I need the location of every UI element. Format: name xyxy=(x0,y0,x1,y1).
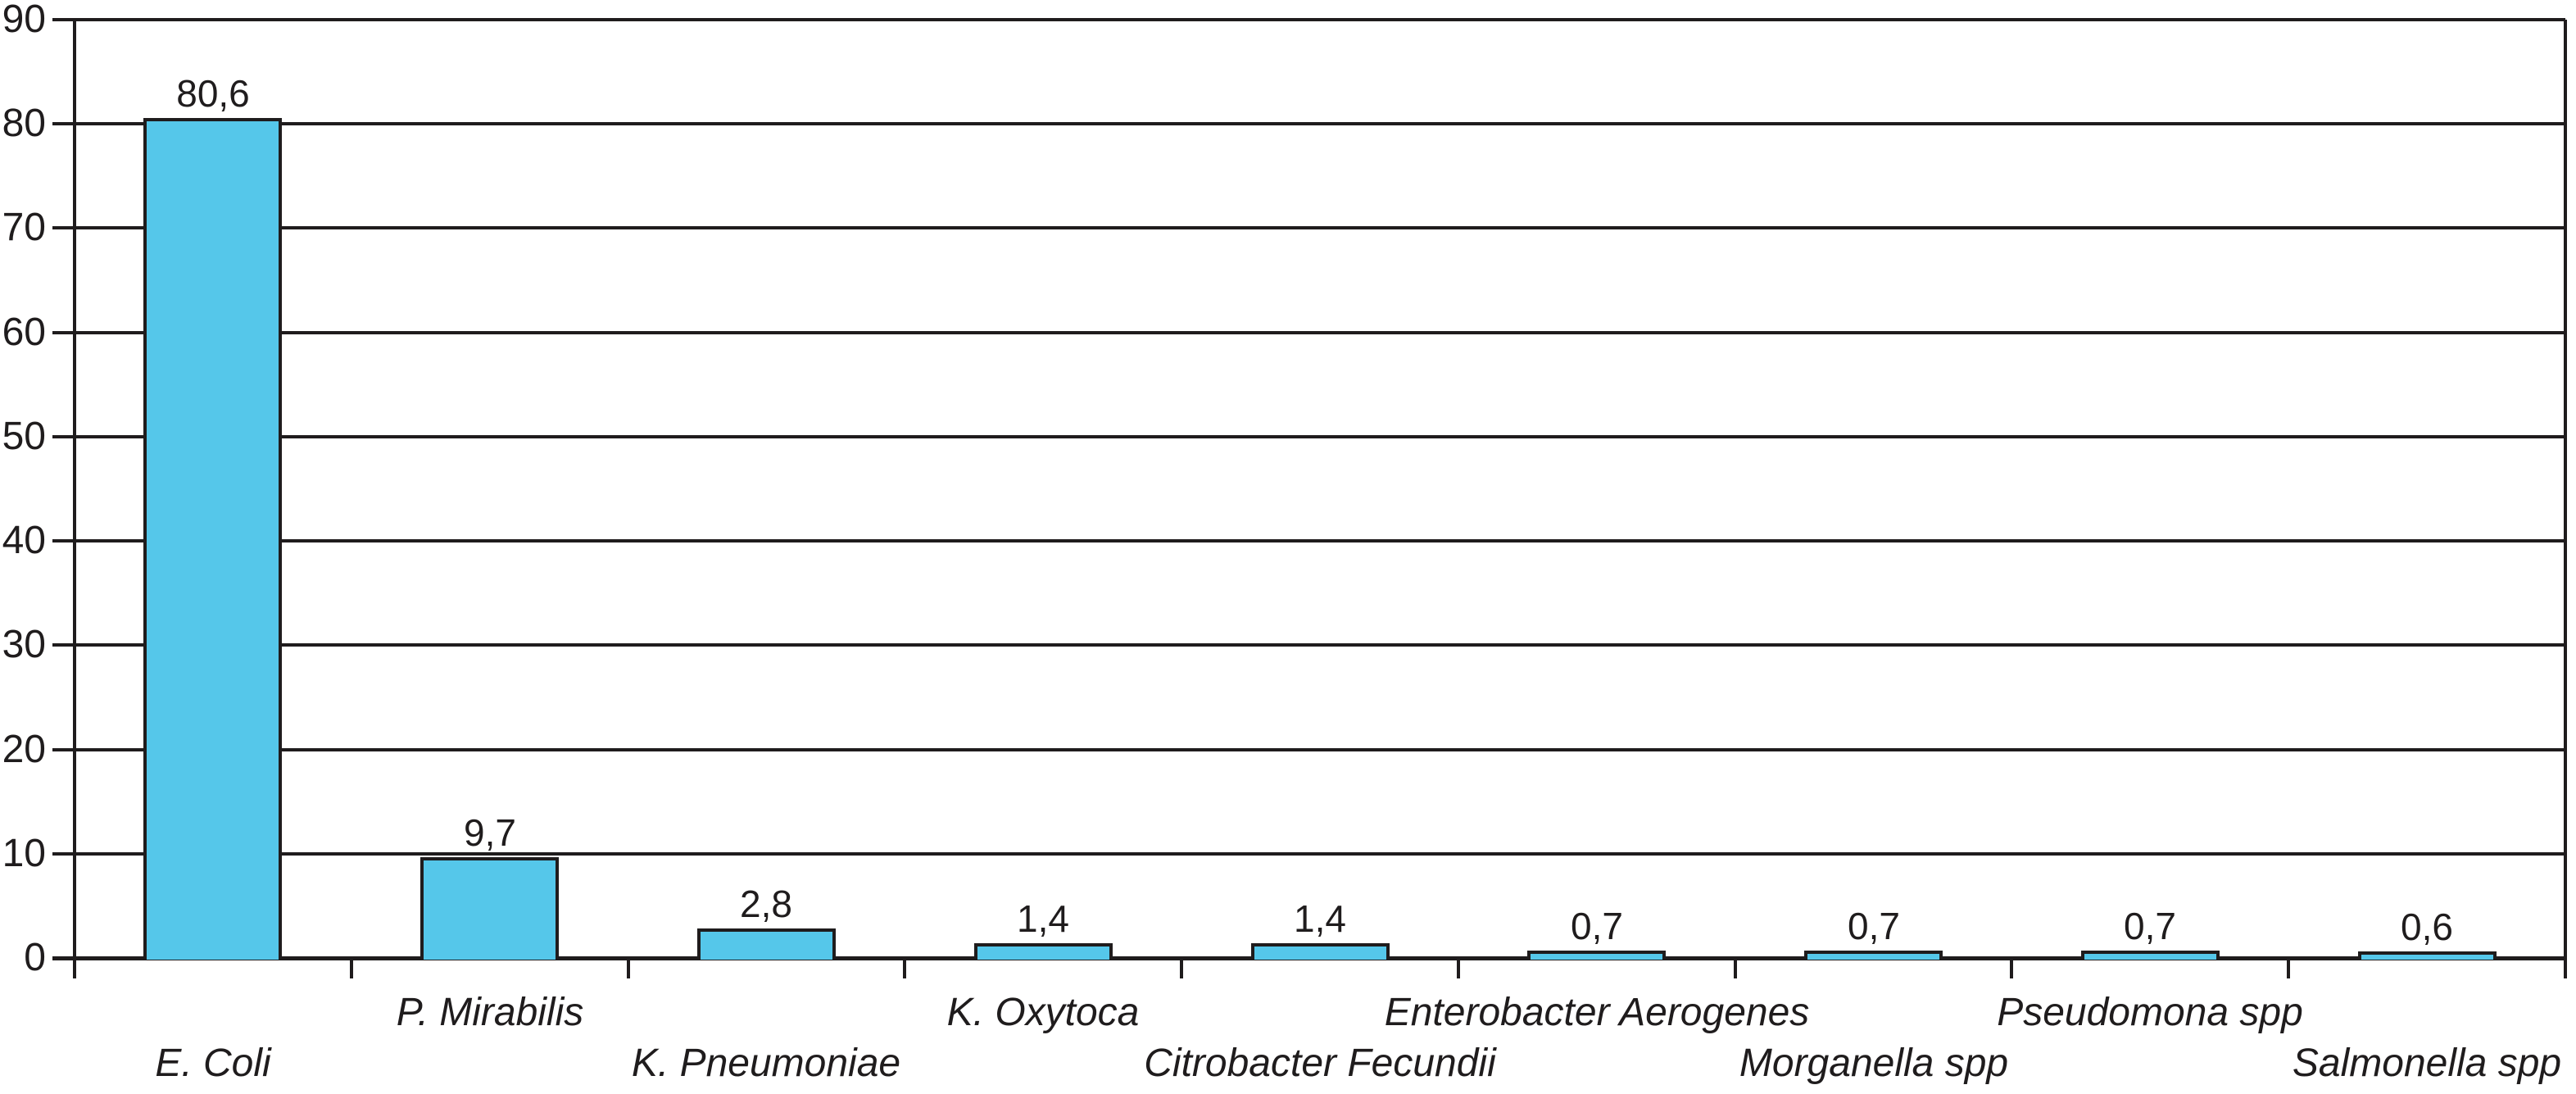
y-axis-tick-label: 30 xyxy=(2,623,46,666)
bar-value-label: 1,4 xyxy=(1294,897,1346,940)
bar-value-label: 0,7 xyxy=(2124,904,2176,947)
y-axis-tick-label: 70 xyxy=(2,206,46,249)
y-axis-tick-label: 10 xyxy=(2,832,46,875)
plot-right-border xyxy=(2564,20,2567,978)
bar-e-coli xyxy=(143,118,282,960)
bar-salmonella-spp xyxy=(2358,951,2497,960)
y-axis-tick-label: 50 xyxy=(2,415,46,458)
category-label-e-coli: E. Coli xyxy=(155,1042,271,1085)
category-label-enterobacter-aerogenes: Enterobacter Aerogenes xyxy=(1384,991,1810,1034)
bar-k-pneumoniae xyxy=(697,928,836,960)
bar-k-oxytoca xyxy=(974,943,1113,960)
bar-value-label: 80,6 xyxy=(176,71,250,115)
x-axis-tick xyxy=(2010,960,2013,978)
bar-pseudomona-spp xyxy=(2081,951,2220,960)
bar-value-label: 0,7 xyxy=(1848,904,1900,947)
y-axis-tick-label: 60 xyxy=(2,311,46,354)
category-label-k-oxytoca: K. Oxytoca xyxy=(946,991,1140,1034)
category-label-morganella-spp: Morganella spp xyxy=(1739,1042,2009,1085)
bar-value-label: 9,7 xyxy=(464,810,516,854)
y-axis-tick-label: 80 xyxy=(2,102,46,145)
y-axis-line xyxy=(73,20,76,978)
gridline xyxy=(52,435,2565,438)
category-label-pseudomona-spp: Pseudomona spp xyxy=(1997,991,2303,1034)
bar-value-label: 2,8 xyxy=(740,882,792,925)
bar-p-mirabilis xyxy=(420,857,559,960)
gridline xyxy=(52,331,2565,334)
x-axis-tick xyxy=(627,960,630,978)
x-axis-tick xyxy=(2287,960,2290,978)
y-axis-tick-label: 20 xyxy=(2,728,46,771)
gridline xyxy=(52,852,2565,856)
x-axis-tick xyxy=(903,960,906,978)
bar-value-label: 1,4 xyxy=(1017,897,1069,940)
bar-citrobacter-fecundii xyxy=(1251,943,1390,960)
gridline xyxy=(52,539,2565,542)
category-label-salmonella-spp: Salmonella spp xyxy=(2292,1042,2562,1085)
gridline xyxy=(52,226,2565,229)
category-label-p-mirabilis: P. Mirabilis xyxy=(396,991,584,1034)
y-axis-tick-label: 90 xyxy=(2,0,46,41)
x-axis-tick xyxy=(1734,960,1737,978)
gridline xyxy=(52,748,2565,751)
x-axis-tick xyxy=(1457,960,1460,978)
gridline xyxy=(52,122,2565,125)
category-label-k-pneumoniae: K. Pneumoniae xyxy=(631,1042,901,1085)
y-axis-tick-label: 0 xyxy=(24,936,46,979)
bar-enterobacter-aerogenes xyxy=(1527,951,1666,960)
y-axis-tick-label: 40 xyxy=(2,519,46,562)
bar-morganella-spp xyxy=(1804,951,1943,960)
x-axis-tick xyxy=(1180,960,1183,978)
bar-value-label: 0,6 xyxy=(2401,905,2453,948)
gridline xyxy=(52,18,2565,21)
x-axis-tick xyxy=(350,960,353,978)
gridline xyxy=(52,643,2565,647)
category-label-citrobacter-fecundii: Citrobacter Fecundii xyxy=(1144,1042,1496,1085)
bar-value-label: 0,7 xyxy=(1571,904,1623,947)
